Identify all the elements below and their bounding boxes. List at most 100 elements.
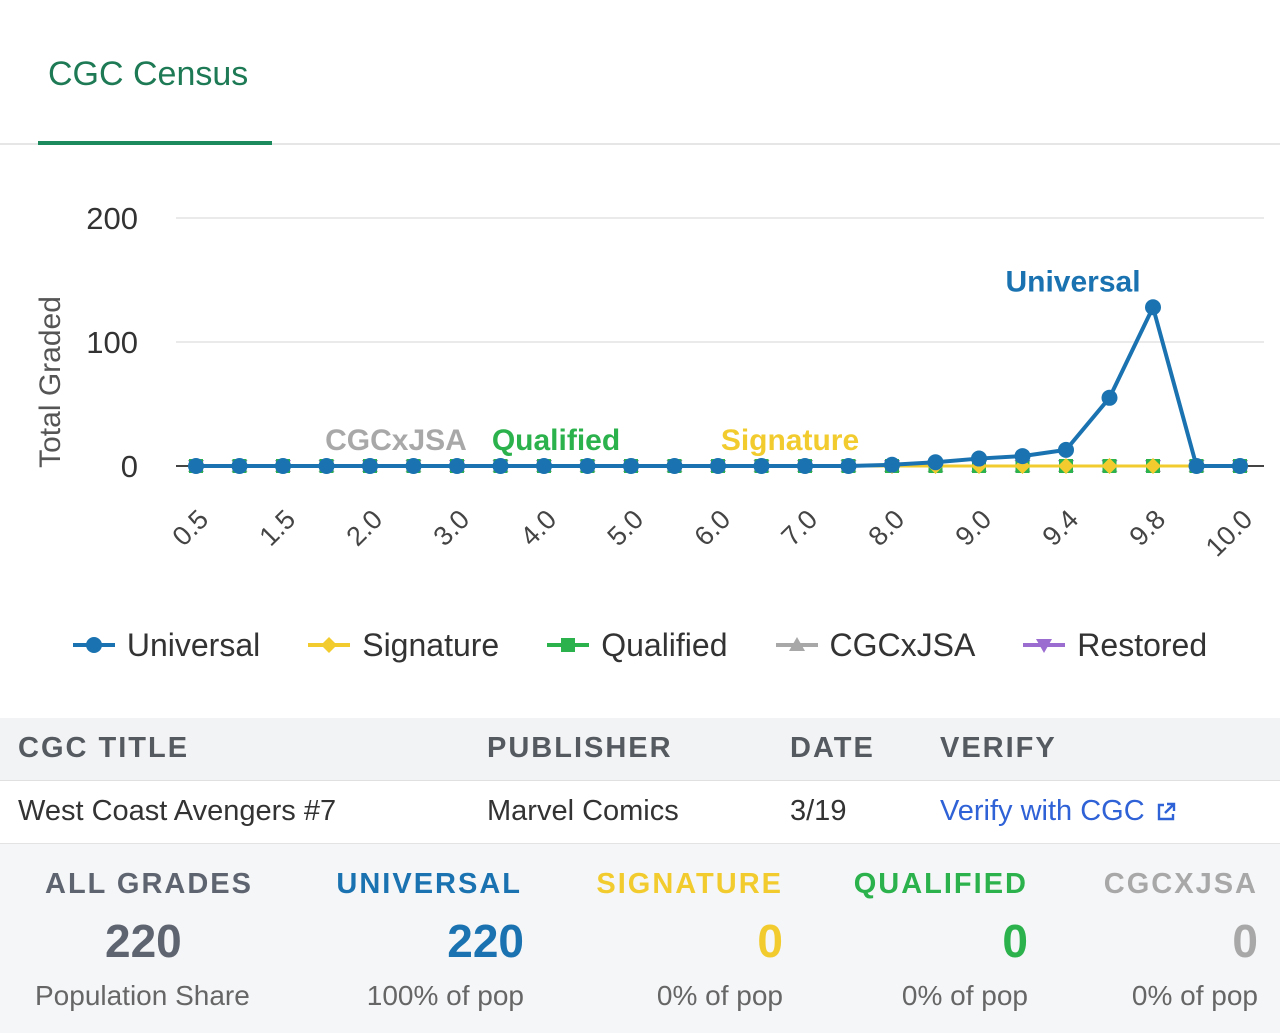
data-point[interactable] xyxy=(797,458,813,474)
stat-value: 0 xyxy=(757,915,783,967)
data-point[interactable] xyxy=(884,456,900,473)
series-annotation: Universal xyxy=(1005,265,1140,298)
legend-item-cgcxjsa[interactable]: CGCxJSA xyxy=(775,626,976,664)
data-point[interactable] xyxy=(710,458,726,474)
data-point[interactable] xyxy=(1145,458,1161,474)
census-line-chart: 0 100 200 Total Graded Universal CGCxJSA Qua… xyxy=(34,201,1264,562)
table-header-row: CGC TITLE PUBLISHER DATE VERIFY xyxy=(0,718,1280,781)
stat-value: 220 xyxy=(105,915,182,967)
data-point[interactable] xyxy=(1101,458,1118,474)
series-annotation: Signature xyxy=(721,424,859,457)
legend-item-restored[interactable]: Restored xyxy=(1023,627,1207,664)
stat-sub: 0% of pop xyxy=(656,980,783,1011)
data-point[interactable] xyxy=(927,454,944,471)
verify-link-label: Verify with CGC xyxy=(940,795,1145,827)
data-point[interactable] xyxy=(318,458,335,474)
verify-with-cgc-link[interactable]: Verify with CGC xyxy=(940,795,1177,828)
x-tick-label: 4.0 xyxy=(514,504,562,552)
legend-marker-icon xyxy=(775,637,818,651)
data-point[interactable] xyxy=(1058,458,1074,474)
stat-value: 220 xyxy=(447,915,524,967)
active-tab-indicator xyxy=(38,141,272,145)
stat-label: UNIVERSAL xyxy=(336,868,522,900)
data-point[interactable] xyxy=(666,458,683,474)
legend-marker-icon xyxy=(308,637,351,653)
data-point[interactable] xyxy=(1058,441,1074,458)
data-point[interactable] xyxy=(1145,299,1161,316)
header-publisher: PUBLISHER xyxy=(487,732,673,764)
cell-title: West Coast Avengers #7 xyxy=(18,795,337,827)
stat-label: CGCXJSA xyxy=(1103,868,1258,900)
stat-sub: Population Share xyxy=(35,980,250,1011)
legend-item-universal[interactable]: Universal xyxy=(72,626,261,664)
x-tick-label: 3.0 xyxy=(427,504,475,552)
series-lines xyxy=(188,299,1248,474)
y-tick-label: 200 xyxy=(86,201,138,236)
data-point[interactable] xyxy=(753,458,770,474)
x-axis-ticks: 0.5 1.5 2.0 3.0 4.0 5.0 6.0 7.0 8.0 9.0 9.4 9.8 10.0 xyxy=(166,504,1258,562)
x-tick-label: 1.5 xyxy=(253,504,301,552)
cell-publisher: Marvel Comics xyxy=(487,795,679,827)
header-verify: VERIFY xyxy=(940,732,1057,764)
tab-bar: CGC Census xyxy=(0,0,1280,145)
data-point[interactable] xyxy=(840,458,857,474)
chart-legend: Universal Signature Qualified CGCxJSA Restor… xyxy=(0,620,1280,670)
data-point[interactable] xyxy=(492,458,509,474)
data-point[interactable] xyxy=(231,458,248,474)
stat-signature: SIGNATURE 0 0% of pop xyxy=(530,844,785,1033)
data-point[interactable] xyxy=(405,458,422,474)
stat-sub: 100% of pop xyxy=(366,980,524,1011)
x-tick-label: 9.8 xyxy=(1123,504,1171,552)
stat-label: SIGNATURE xyxy=(596,868,783,900)
legend-label: Universal xyxy=(126,626,261,663)
x-tick-label: 8.0 xyxy=(862,504,910,552)
tab-cgc-census[interactable]: CGC Census xyxy=(38,0,272,145)
y-tick-label: 100 xyxy=(86,325,138,360)
data-point[interactable] xyxy=(362,458,378,474)
data-point[interactable] xyxy=(1101,389,1118,406)
legend-item-qualified[interactable]: Qualified xyxy=(547,626,728,664)
stat-cgcxjsa: CGCXJSA 0 0% of pop xyxy=(1030,844,1258,1033)
stat-value: 0 xyxy=(1232,915,1258,967)
data-point[interactable] xyxy=(579,458,596,474)
data-point[interactable] xyxy=(971,450,987,467)
tab-label: CGC Census xyxy=(48,55,249,93)
data-point[interactable] xyxy=(1014,448,1031,465)
x-tick-label: 9.0 xyxy=(949,504,997,552)
series-universal xyxy=(188,299,1248,474)
data-point[interactable] xyxy=(1232,458,1248,474)
y-axis-label: Total Graded xyxy=(34,296,67,468)
stat-all-grades: ALL GRADES 220 Population Share xyxy=(0,844,290,1033)
legend-label: Signature xyxy=(362,626,500,663)
external-link-icon xyxy=(1157,802,1175,820)
x-tick-label: 7.0 xyxy=(775,504,823,552)
cell-date: 3/19 xyxy=(790,795,847,827)
data-point[interactable] xyxy=(536,458,552,474)
data-point[interactable] xyxy=(1188,458,1205,474)
x-tick-label: 9.4 xyxy=(1036,504,1084,552)
data-point[interactable] xyxy=(275,458,291,474)
data-point[interactable] xyxy=(449,458,465,474)
y-tick-label: 0 xyxy=(121,449,138,484)
x-tick-label: 5.0 xyxy=(601,504,649,552)
y-axis-ticks: 0 100 200 xyxy=(86,201,138,484)
legend-label: Restored xyxy=(1077,626,1208,663)
stat-universal: UNIVERSAL 220 100% of pop xyxy=(290,844,530,1033)
legend-marker-icon xyxy=(547,638,590,652)
legend-item-signature[interactable]: Signature xyxy=(308,627,499,664)
header-cgc-title: CGC TITLE xyxy=(18,732,190,764)
legend-label: Qualified xyxy=(601,626,728,663)
series-annotation: CGCxJSA xyxy=(325,424,467,457)
table-row: West Coast Avengers #7 Marvel Comics 3/1… xyxy=(0,781,1280,844)
x-tick-label: 0.5 xyxy=(166,504,214,552)
x-tick-label: 10.0 xyxy=(1200,504,1258,562)
data-point[interactable] xyxy=(188,458,204,474)
stat-value: 0 xyxy=(1002,915,1028,967)
stat-label: QUALIFIED xyxy=(853,868,1028,900)
stat-label: ALL GRADES xyxy=(45,868,253,900)
series-annotation: Qualified xyxy=(492,424,620,457)
legend-label: CGCxJSA xyxy=(829,626,976,663)
legend-marker-icon xyxy=(1023,639,1066,653)
data-point[interactable] xyxy=(623,458,639,474)
title-table: CGC TITLE PUBLISHER DATE VERIFY West Coa… xyxy=(0,718,1280,844)
